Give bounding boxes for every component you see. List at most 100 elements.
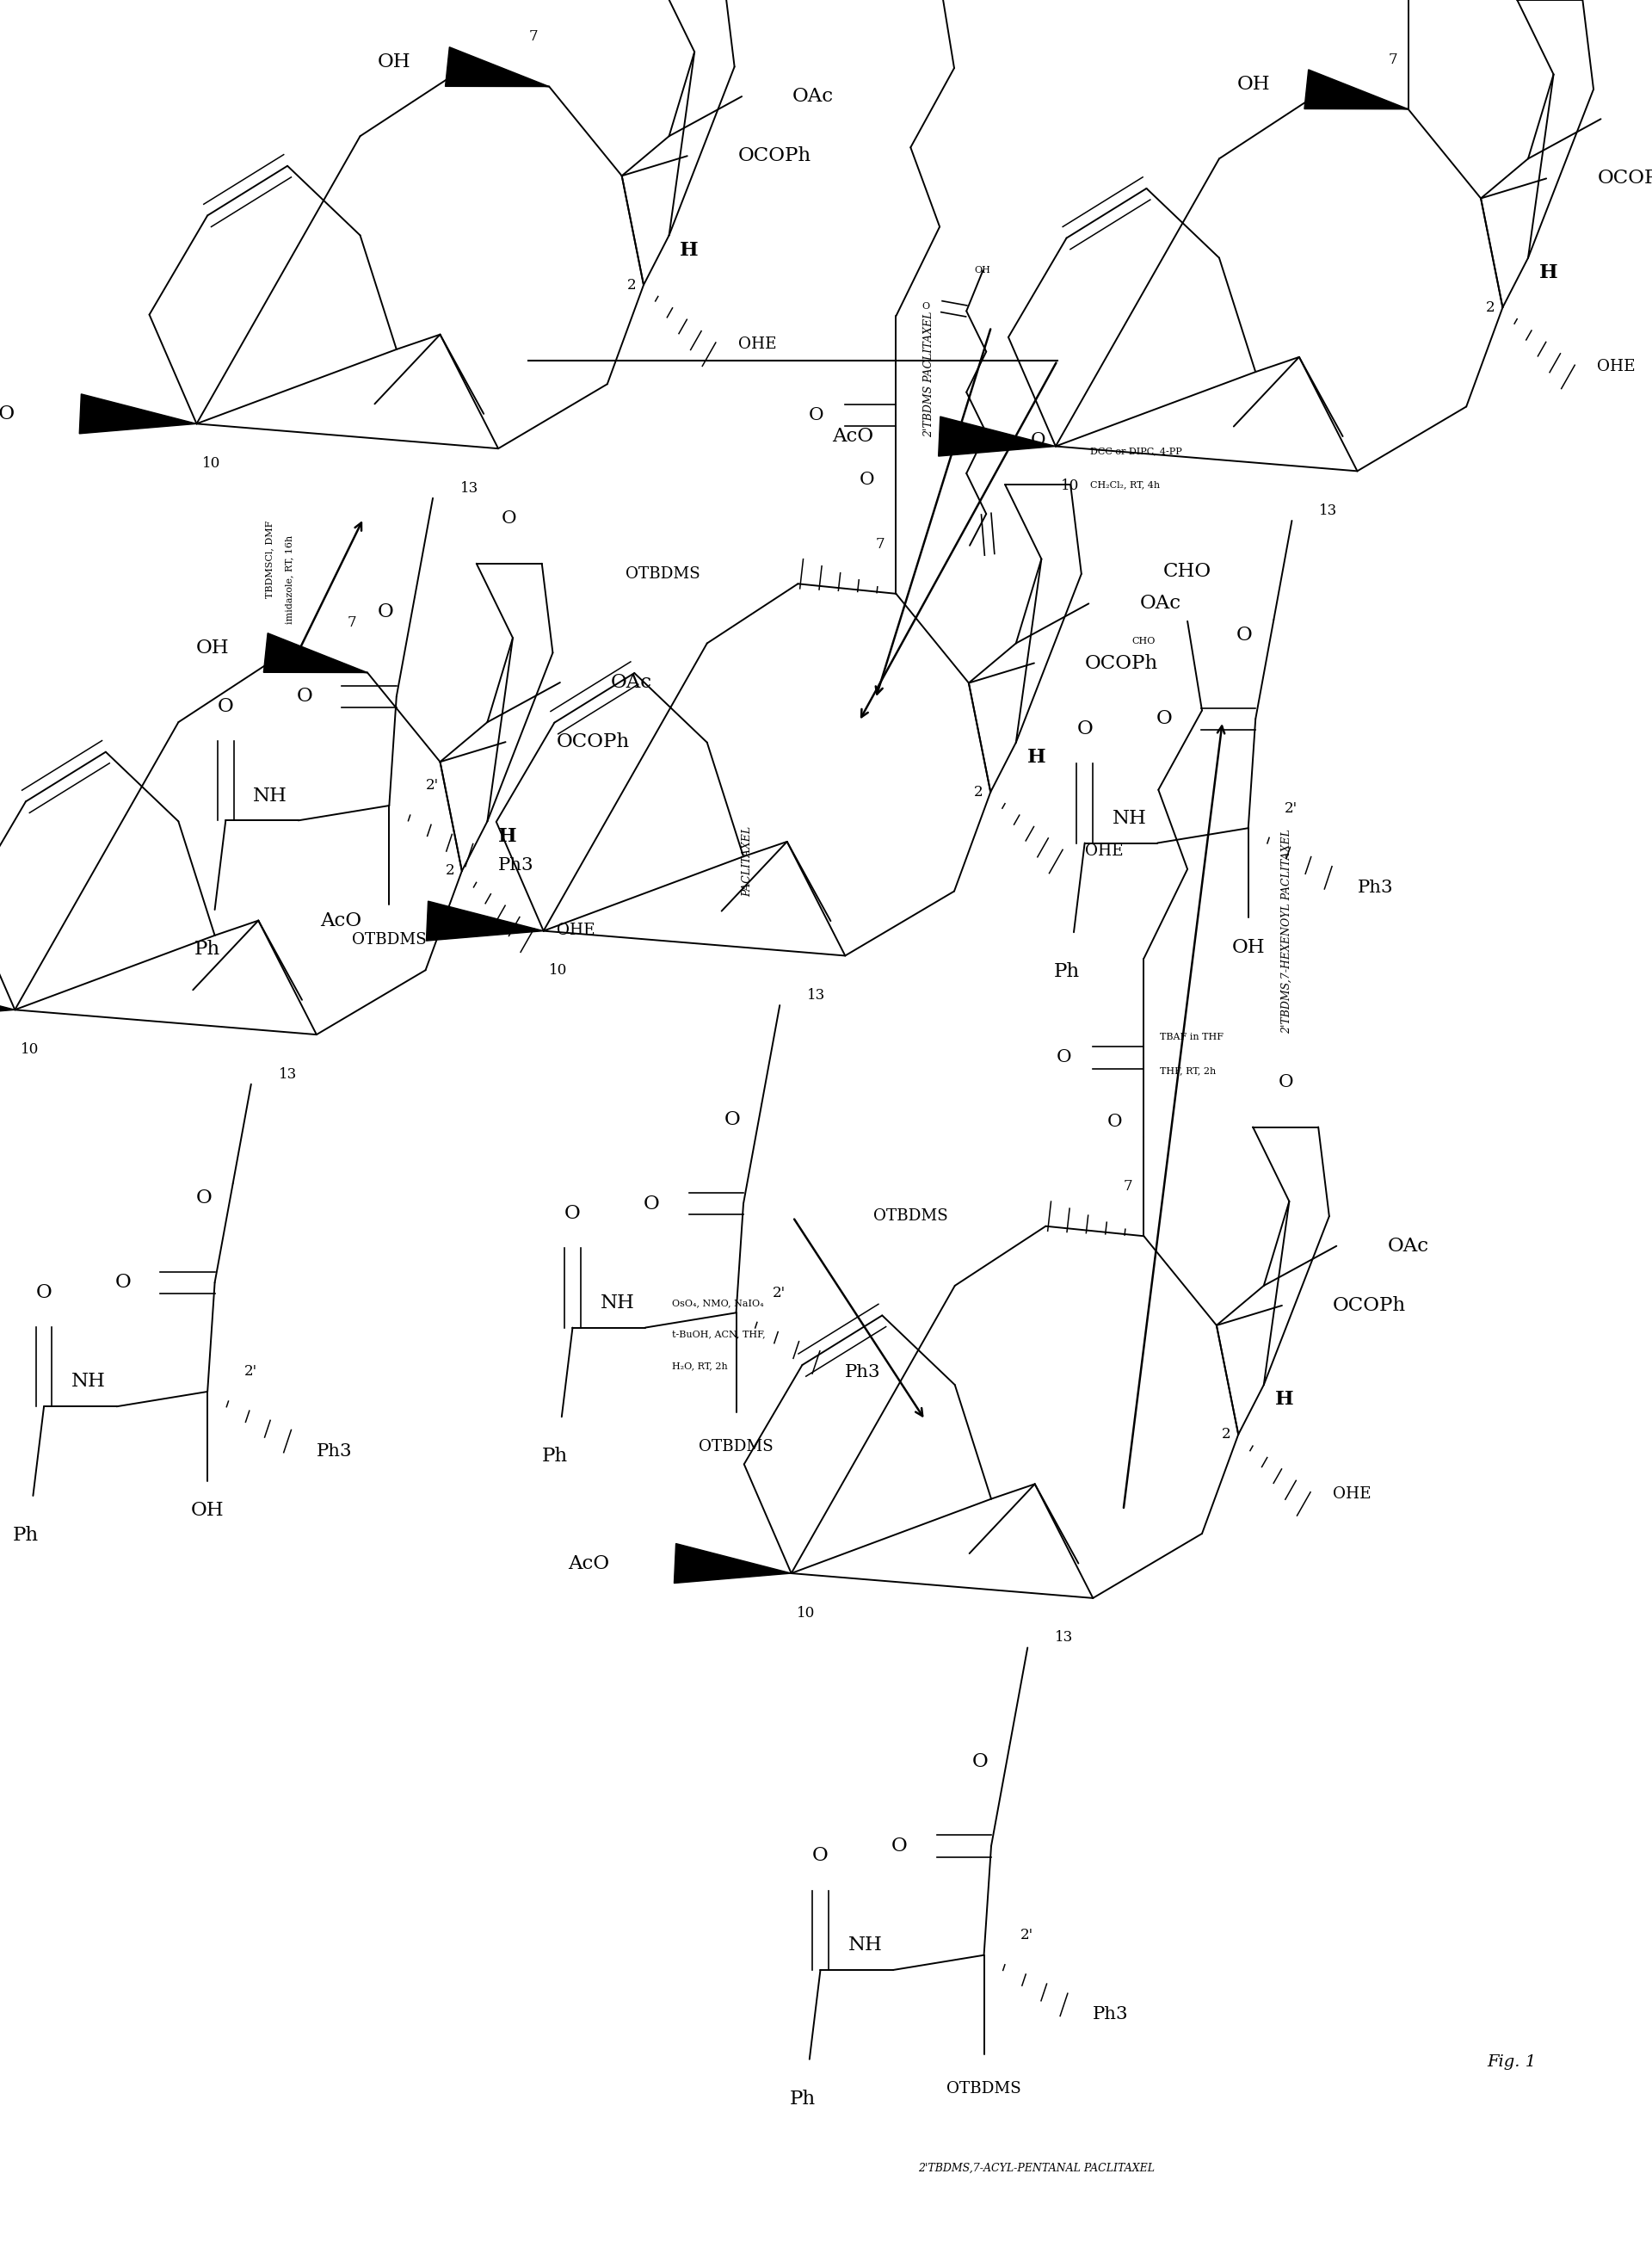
Text: OH: OH [1232,938,1265,956]
Text: O: O [1237,624,1252,645]
Text: OAc: OAc [793,88,834,106]
Text: OHE: OHE [738,336,776,352]
Text: O: O [1371,0,1386,2]
Text: O: O [892,1837,907,1855]
Text: O: O [813,1846,828,1866]
Text: NH: NH [253,787,287,805]
Text: AcO: AcO [568,1553,610,1573]
Text: H: H [1275,1391,1294,1409]
Text: O: O [1056,1050,1070,1066]
Text: O: O [378,602,393,622]
Text: OCOPh: OCOPh [738,147,811,165]
Text: 10: 10 [20,1041,38,1057]
Text: O: O [502,512,517,527]
Text: O: O [1279,1075,1294,1091]
Text: AcO: AcO [320,911,362,931]
Text: OAc: OAc [611,674,653,692]
Text: OHE: OHE [1597,358,1635,374]
Text: Ph3: Ph3 [499,857,534,872]
Text: 2: 2 [446,863,454,879]
Text: OHE: OHE [1333,1485,1371,1501]
Text: OHE: OHE [1085,843,1123,859]
Text: Ph: Ph [542,1447,567,1465]
Text: OH: OH [192,1501,225,1519]
Text: O: O [197,1188,211,1208]
Text: 10: 10 [1061,478,1079,494]
Text: t-BuOH, ACN, THF,: t-BuOH, ACN, THF, [672,1330,767,1339]
Text: Ph: Ph [13,1526,38,1544]
Polygon shape [264,633,367,672]
Text: 13: 13 [1318,503,1338,518]
Text: O: O [808,408,823,424]
Polygon shape [426,902,544,940]
Text: O: O [1107,1113,1122,1129]
Text: OHE: OHE [557,922,595,938]
Text: O: O [1156,710,1171,728]
Text: 2': 2' [1021,1927,1032,1943]
Polygon shape [1305,70,1408,108]
Text: AcO: AcO [833,426,874,446]
Text: OsO₄, NMO, NaIO₄: OsO₄, NMO, NaIO₄ [672,1298,765,1307]
Text: O: O [922,302,930,311]
Text: 7: 7 [1388,52,1398,68]
Text: NH: NH [847,1936,882,1954]
Text: O: O [36,1283,51,1303]
Text: TBAF in THF: TBAF in THF [1160,1032,1224,1041]
Text: OTBDMS: OTBDMS [947,2080,1021,2096]
Text: 2: 2 [1487,300,1495,316]
Text: Ph: Ph [1054,962,1079,980]
Text: O: O [218,696,233,717]
Text: OCOPh: OCOPh [1085,654,1158,672]
Text: 13: 13 [459,480,479,496]
Text: H: H [1028,748,1046,766]
Text: Ph3: Ph3 [1094,2006,1128,2022]
Polygon shape [674,1544,791,1582]
Text: 2': 2' [244,1364,256,1379]
Text: 7: 7 [347,615,357,631]
Text: 13: 13 [278,1066,297,1082]
Text: CHO: CHO [1132,636,1156,645]
Text: O: O [1077,719,1092,739]
Text: NH: NH [71,1373,106,1391]
Polygon shape [938,417,1056,455]
Text: 10: 10 [548,962,567,978]
Text: O: O [644,1195,659,1213]
Text: OTBDMS: OTBDMS [352,931,426,947]
Text: O: O [725,1109,740,1129]
Text: imidazole, RT, 16h: imidazole, RT, 16h [284,534,294,624]
Text: 7: 7 [529,29,539,45]
Text: OAc: OAc [1140,595,1181,613]
Text: OTBDMS: OTBDMS [872,1208,948,1224]
Polygon shape [0,980,15,1019]
Text: OCOPh: OCOPh [1333,1296,1406,1314]
Polygon shape [446,47,548,86]
Text: NH: NH [1112,809,1146,827]
Text: 2'TBDMS,7-ACYL-PENTANAL PACLITAXEL: 2'TBDMS,7-ACYL-PENTANAL PACLITAXEL [919,2164,1155,2173]
Text: Ph: Ph [790,2089,814,2107]
Text: 2'TBDMS PACLITAXEL: 2'TBDMS PACLITAXEL [923,311,935,437]
Text: 2'TBDMS,7-HEXENOYL PACLITAXEL: 2'TBDMS,7-HEXENOYL PACLITAXEL [1282,829,1292,1032]
Text: OH: OH [975,266,991,275]
Text: H: H [1540,264,1558,282]
Text: AcO: AcO [0,403,15,424]
Text: Fig. 1: Fig. 1 [1487,2056,1536,2069]
Text: OH: OH [378,52,411,72]
Text: Ph3: Ph3 [846,1364,881,1379]
Text: H₂O, RT, 2h: H₂O, RT, 2h [672,1361,729,1370]
Text: 7: 7 [876,536,885,552]
Text: TBDMSCl, DMF: TBDMSCl, DMF [264,521,274,597]
Text: H: H [681,241,699,259]
Text: OH: OH [197,638,230,658]
Text: Ph3: Ph3 [1358,879,1393,895]
Text: OCOPh: OCOPh [1597,169,1652,187]
Text: H: H [499,827,517,845]
Text: OCOPh: OCOPh [557,733,629,751]
Text: PACLITAXEL: PACLITAXEL [742,825,753,897]
Polygon shape [79,394,197,433]
Text: O: O [297,687,312,706]
Text: O: O [859,471,874,487]
Text: O: O [565,1204,580,1224]
Text: OTBDMS: OTBDMS [699,1438,773,1454]
Text: 2: 2 [1222,1427,1231,1443]
Text: Ph3: Ph3 [317,1443,352,1458]
